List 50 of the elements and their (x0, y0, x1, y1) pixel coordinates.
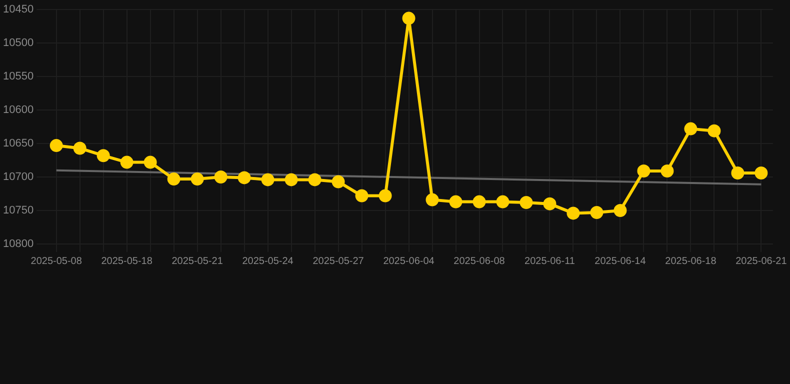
point (284, 173, 298, 186)
y-tick-label: 10550 (2, 70, 34, 83)
y-tick-label: 10450 (2, 4, 34, 16)
point (590, 206, 604, 220)
point (355, 189, 368, 202)
point (378, 189, 392, 202)
y-tick-label: 10600 (2, 104, 34, 116)
point (73, 142, 86, 155)
point (261, 173, 274, 186)
x-tick-label: 2025-05-18 (101, 256, 153, 267)
x-tick-label: 2025-05-24 (242, 256, 294, 267)
x-tick-label: 2025-05-27 (312, 256, 364, 267)
point (708, 124, 721, 138)
point (144, 156, 157, 169)
y-tick-label: 10650 (2, 138, 34, 150)
x-tick-label: 2025-06-14 (594, 256, 646, 267)
point (496, 195, 510, 208)
point (543, 197, 556, 210)
point (402, 12, 416, 25)
point (214, 170, 228, 184)
x-tick-label: 2025-06-18 (665, 256, 717, 267)
x-tick-label: 2025-06-04 (383, 256, 435, 267)
point (637, 164, 650, 178)
point (684, 122, 698, 136)
point (167, 172, 180, 186)
y-tick-label: 10500 (2, 37, 34, 50)
y-tick-label: 10700 (2, 171, 34, 184)
point (238, 171, 251, 184)
point (190, 172, 204, 186)
y-tick-label: 10800 (2, 238, 34, 250)
point (120, 156, 134, 169)
point (50, 139, 63, 152)
point (332, 175, 345, 188)
point (660, 164, 674, 178)
point (614, 204, 627, 218)
point (308, 173, 322, 186)
point (566, 206, 580, 220)
point (96, 149, 110, 162)
point (754, 166, 768, 180)
y-tick-label: 10750 (2, 204, 34, 217)
x-tick-label: 2025-05-08 (30, 256, 82, 267)
x-tick-label: 2025-06-21 (736, 256, 788, 267)
point (426, 193, 439, 206)
point (520, 196, 533, 209)
point (731, 166, 744, 180)
point (449, 195, 462, 208)
point (472, 195, 486, 208)
x-tick-label: 2025-06-11 (524, 256, 576, 267)
x-tick-label: 2025-06-08 (454, 256, 506, 267)
x-tick-label: 2025-05-21 (172, 256, 224, 267)
